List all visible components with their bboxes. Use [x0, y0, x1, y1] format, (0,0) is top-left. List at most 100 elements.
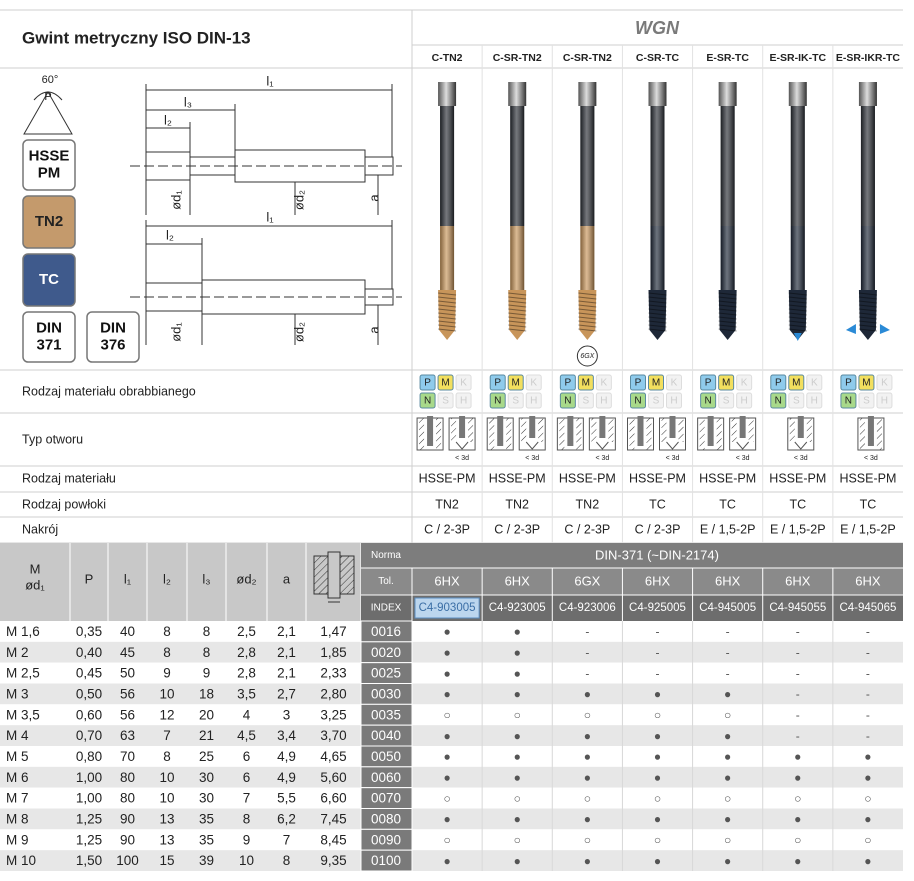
row-bg	[0, 704, 903, 726]
availability: ●	[443, 770, 450, 784]
table-cell: 2,1	[277, 645, 296, 660]
availability: ●	[443, 812, 450, 826]
availability: -	[656, 645, 660, 659]
thread-line	[578, 308, 597, 312]
table-cell: 30	[199, 791, 214, 806]
hole-wall	[661, 418, 667, 442]
table-cell: 8	[163, 645, 171, 660]
thread-line	[438, 296, 457, 300]
thread-line	[788, 308, 807, 312]
thread-line	[578, 312, 597, 316]
table-cell: 6,60	[320, 791, 346, 806]
material-letter: P	[424, 378, 431, 389]
availability: ○	[794, 833, 801, 847]
table-cell: 1,50	[76, 853, 102, 868]
availability: ●	[654, 854, 661, 868]
table-cell: 40	[120, 624, 135, 639]
material-letter: P	[635, 378, 642, 389]
hole-tap	[497, 416, 504, 446]
norm-label: DIN-371 (~DIN-2174)	[595, 547, 719, 562]
header-label: Norma	[371, 550, 401, 561]
material-letter: S	[442, 396, 449, 407]
drill-icon-hole	[327, 551, 341, 599]
table-cell: 50	[120, 666, 135, 681]
availability: -	[796, 687, 800, 701]
tool-body-shade	[790, 106, 805, 226]
thread-line	[788, 312, 807, 316]
hole-tap	[669, 416, 676, 438]
table-cell: 8	[163, 624, 171, 639]
material-badge	[507, 392, 524, 409]
tool-neck-shade	[510, 226, 525, 290]
table-cell: 0,80	[76, 749, 102, 764]
availability: ●	[724, 854, 731, 868]
product-code: E-SR-TC	[706, 52, 749, 64]
spec-value: C / 2-3P	[424, 522, 470, 536]
availability: ●	[794, 770, 801, 784]
table-cell: 70	[120, 749, 135, 764]
hole-tap	[459, 416, 466, 438]
material-letter: K	[811, 378, 818, 389]
thread-line	[858, 320, 877, 324]
material-badge	[507, 374, 524, 391]
hole-tap	[867, 416, 874, 446]
availability: ●	[584, 812, 591, 826]
table-cell: M 4	[6, 728, 29, 743]
tool-body-shade	[860, 106, 875, 226]
material-letter: P	[494, 378, 501, 389]
tolerance: 6HX	[505, 573, 531, 588]
table-cell: M 7	[6, 791, 29, 806]
material-letter: K	[881, 378, 888, 389]
tool-neck-shade	[790, 226, 805, 290]
thread-line	[578, 292, 597, 296]
coolant-mark	[879, 324, 890, 334]
material-letter: H	[600, 396, 607, 407]
table-cell: 4	[243, 707, 251, 722]
spec-value: HSSE-PM	[699, 471, 756, 485]
table-cell: 3,70	[320, 728, 346, 743]
availability: ●	[443, 666, 450, 680]
hole-wall	[646, 418, 652, 450]
table-cell: 9,35	[320, 853, 346, 868]
material-badge	[437, 392, 454, 409]
table-cell: M 6	[6, 770, 29, 785]
hole-wall	[748, 418, 754, 442]
thread-line	[788, 320, 807, 324]
table-cell: 80	[120, 770, 135, 785]
table-cell: 8	[203, 624, 211, 639]
availability: -	[866, 625, 870, 639]
material-badge	[419, 392, 436, 409]
table-cell: M 2,5	[6, 666, 40, 681]
table-cell: 90	[120, 811, 135, 826]
table-cell: 100	[116, 853, 139, 868]
tolerance-badge	[576, 345, 598, 367]
availability: ●	[443, 687, 450, 701]
table-cell: 8	[163, 749, 171, 764]
hole-wall	[608, 418, 614, 442]
hole-wall	[436, 418, 442, 450]
table-cell: M 2	[6, 645, 29, 660]
thread-line	[648, 324, 667, 328]
material-letter: S	[512, 396, 519, 407]
material-badge	[718, 392, 735, 409]
table-cell: 1,47	[320, 624, 346, 639]
thread-line	[718, 328, 737, 332]
thread-line	[858, 328, 877, 332]
hole-tap	[739, 416, 746, 438]
tool-body-shade	[440, 106, 455, 226]
table-cell: 10	[159, 791, 174, 806]
thread-line	[508, 312, 527, 316]
hole-tap	[599, 416, 606, 438]
dimension-label: a	[366, 326, 381, 334]
spec-value: C / 2-3P	[564, 522, 610, 536]
material-badge	[788, 392, 805, 409]
availability: ○	[654, 833, 661, 847]
availability: ●	[864, 812, 871, 826]
availability: ●	[584, 750, 591, 764]
tool-neck-shade	[440, 226, 455, 290]
tool-thread	[578, 290, 597, 340]
material-letter: H	[741, 396, 748, 407]
dimension-label: l₁	[266, 73, 274, 88]
thread-line	[648, 304, 667, 308]
availability: ●	[514, 666, 521, 680]
